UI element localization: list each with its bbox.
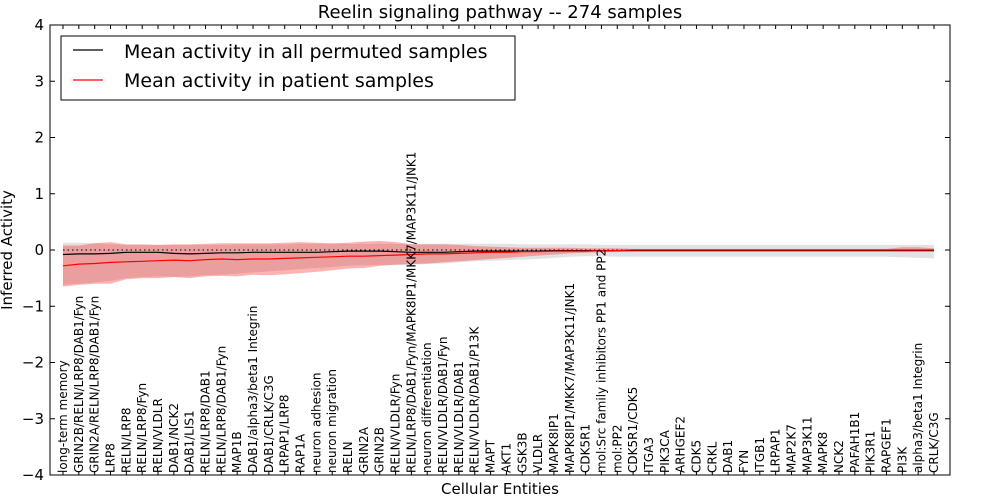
- x-tick-label: DAB1: [721, 440, 735, 473]
- y-tick-label: −4: [22, 466, 44, 484]
- x-axis-title: Cellular Entities: [441, 480, 559, 498]
- x-tick-label: DAB1/alpha3/beta1 Integrin: [246, 306, 260, 473]
- x-tick-label: MAP1B: [230, 431, 244, 473]
- x-tick-label: MAPT: [484, 439, 498, 473]
- y-tick-label: 1: [34, 185, 44, 203]
- y-axis-title: Inferred Activity: [0, 190, 16, 310]
- x-tick-label: MAPK8IP1: [547, 413, 561, 473]
- legend-label-patient: Mean activity in patient samples: [124, 70, 434, 92]
- x-tick-label: RELN/LRP8/DAB1/Fyn: [214, 346, 228, 473]
- x-tick-label: RELN/VLDLR/DAB1/Fyn: [436, 337, 450, 473]
- x-tick-label: CRKL: [705, 441, 719, 473]
- x-tick-label: CDK5R1/CDK5: [626, 387, 640, 473]
- x-tick-label: NCK2: [832, 440, 846, 473]
- x-tick-label: DAB1/CRLK/C3G: [262, 375, 276, 473]
- x-tick-label: GRIN2A: [357, 426, 371, 473]
- x-tick-label: GSK3B: [515, 432, 529, 473]
- x-tick-label: neuron adhesion: [309, 372, 323, 473]
- x-tick-label: GRIN2A/RELN/LRP8/DAB1/Fyn: [88, 296, 102, 473]
- x-tick-label: GRIN2B/RELN/LRP8/DAB1/Fyn: [72, 296, 86, 473]
- x-tick-label: CRLK/C3G: [927, 412, 941, 473]
- x-tick-label: RELN/LRP8/Fyn: [135, 383, 149, 473]
- x-tick-label: ITGA3: [642, 437, 656, 473]
- y-tick-label: 4: [34, 16, 44, 34]
- x-tick-label: MAPK8IP1/MKK7/MAP3K11/JNK1: [563, 283, 577, 473]
- x-tick-label: AKT1: [499, 443, 513, 473]
- x-axis-labels: long-term memory GRIN2B/RELN/LRP8/DAB1/Fy…: [56, 25, 941, 475]
- x-tick-label: RELN/VLDLR/DAB1: [452, 361, 466, 473]
- legend: Mean activity in all permuted samples Me…: [60, 35, 516, 101]
- x-tick-label: mol:Src family inhibitors PP1 and PP2: [594, 249, 608, 473]
- x-tick-label: alpha3/beta1 Integrin: [911, 343, 925, 473]
- x-tick-label: CDK5R1: [579, 424, 593, 473]
- y-tick-label: −2: [22, 354, 44, 372]
- legend-label-permuted: Mean activity in all permuted samples: [124, 41, 487, 63]
- x-tick-label: GRIN2B: [373, 427, 387, 473]
- x-tick-label: RELN: [341, 441, 355, 473]
- x-tick-label: LRP8: [104, 443, 118, 473]
- y-tick-label: −1: [22, 297, 44, 315]
- x-tick-label: neuron migration: [325, 369, 339, 473]
- x-tick-label: RELN/LRP8/DAB1/Fyn/MAPK8IP1/MKK7/MAP3K11…: [404, 152, 418, 473]
- x-tick-label: FYN: [737, 450, 751, 473]
- x-tick-label: LRPAP1: [769, 428, 783, 473]
- line-patient-mean: [62, 249, 934, 267]
- x-tick-label: RELN/VLDLR/Fyn: [389, 374, 403, 473]
- x-tick-label: long-term memory: [56, 360, 70, 473]
- series-lines: [62, 249, 934, 267]
- y-tick-label: 3: [34, 72, 44, 90]
- legend-box: [60, 35, 516, 101]
- x-tick-label: VLDLR: [531, 434, 545, 473]
- x-tick-label: MAPK8: [816, 432, 830, 473]
- x-tick-label: RELN/LRP8: [119, 407, 133, 473]
- x-tick-label: PIK3CA: [658, 429, 672, 473]
- y-axis: −4 −3 −2 −1 0 1 2 3 4: [22, 16, 950, 484]
- x-tick-label: ARHGEF2: [674, 416, 688, 473]
- y-tick-label: 2: [34, 129, 44, 147]
- x-tick-label: RELN/LRP8/DAB1: [199, 370, 213, 473]
- x-tick-label: neuron differentiation: [420, 342, 434, 473]
- x-tick-label: MAP3K11: [800, 416, 814, 473]
- chart-title: Reelin signaling pathway -- 274 samples: [318, 2, 682, 23]
- x-tick-label: LRPAP1/LRP8: [278, 394, 292, 473]
- y-tick-label: 0: [34, 241, 44, 259]
- x-tick-label: RELN/VLDLR/DAB1/P13K: [468, 326, 482, 473]
- x-tick-label: DAB1/LIS1: [183, 410, 197, 473]
- y-tick-label: −3: [22, 410, 44, 428]
- x-tick-label: PIK3R1: [864, 431, 878, 473]
- x-tick-label: ITGB1: [753, 437, 767, 473]
- x-tick-label: CDK5: [690, 440, 704, 473]
- x-tick-label: RAPGEF1: [880, 418, 894, 473]
- band-permuted: [63, 242, 934, 285]
- x-tick-label: RELN/VLDLR: [151, 398, 165, 473]
- x-tick-label: mol:PP2: [610, 424, 624, 473]
- x-tick-label: RAP1A: [294, 433, 308, 473]
- x-tick-label: MAP2K7: [785, 424, 799, 473]
- x-tick-label: DAB1/NCK2: [167, 403, 181, 473]
- x-tick-label: PI3K: [895, 446, 909, 473]
- x-tick-label: PAFAH1B1: [848, 412, 862, 473]
- confidence-bands: [63, 241, 934, 287]
